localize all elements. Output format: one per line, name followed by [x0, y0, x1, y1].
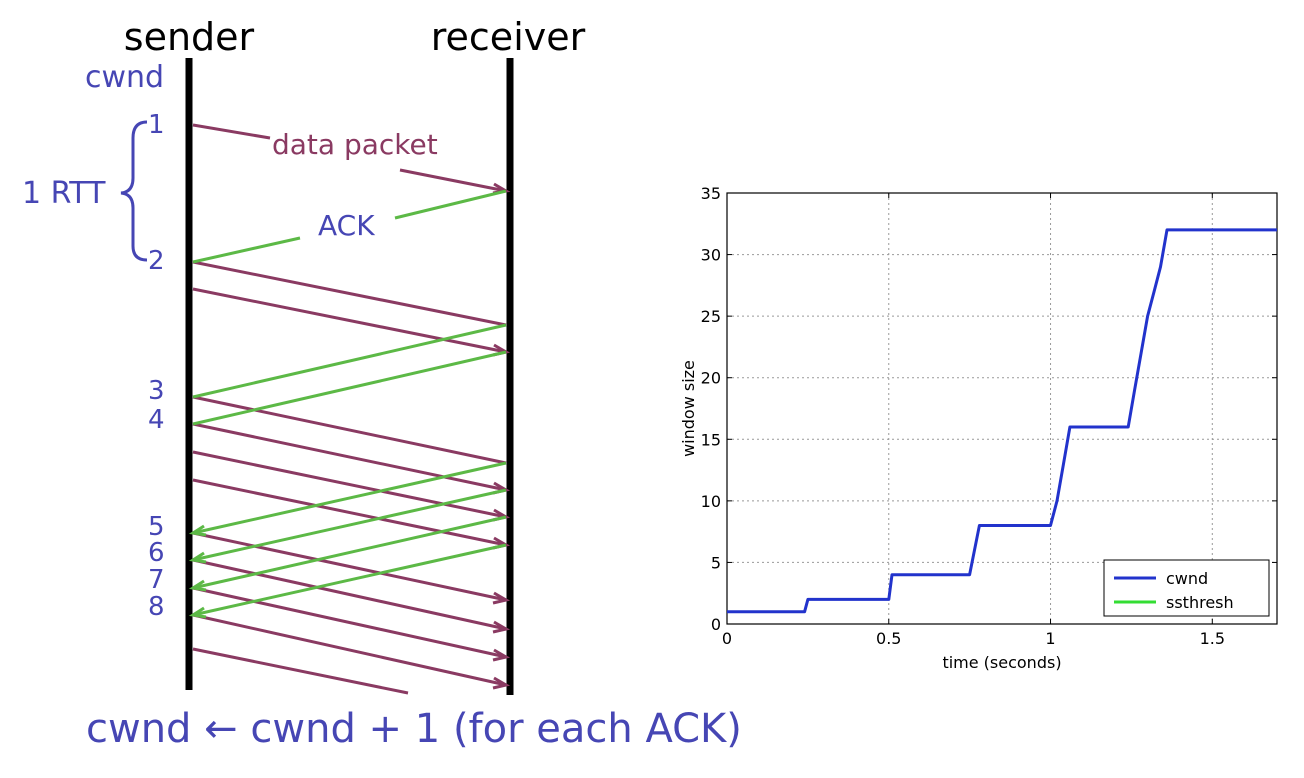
data-arrow — [192, 478, 507, 547]
receiver-label: receiver — [431, 15, 586, 59]
data-arrow — [192, 613, 507, 687]
data-arrow — [192, 531, 507, 602]
cwnd-number-8: 8 — [148, 592, 165, 622]
y-tick-label: 0 — [711, 615, 721, 634]
y-tick-label: 15 — [701, 430, 721, 449]
chart-legend: cwnd ssthresh — [1103, 559, 1270, 617]
cwnd-number-3: 3 — [148, 376, 165, 406]
y-tick-label: 10 — [701, 492, 721, 511]
arrow-head — [188, 606, 207, 619]
legend-label-cwnd: cwnd — [1166, 569, 1208, 588]
y-tick-label: 20 — [701, 369, 721, 388]
ack-arrow — [192, 488, 507, 562]
ack-arrow — [192, 350, 507, 426]
x-tick-label: 0.5 — [876, 629, 901, 648]
plot-frame — [726, 192, 1278, 625]
data-arrow — [192, 395, 507, 465]
data-arrow — [192, 260, 507, 327]
arrow-head — [492, 676, 511, 690]
cwnd-number-2: 2 — [148, 246, 165, 276]
ack-arrow — [394, 189, 507, 220]
cwnd-number-6: 6 — [148, 538, 165, 568]
data-arrow — [192, 647, 409, 695]
cwnd-number-4: 4 — [148, 405, 165, 435]
data-arrow — [192, 586, 507, 659]
rtt-brace — [120, 120, 148, 262]
y-tick-label: 35 — [701, 184, 721, 203]
data-packet-label: data packet — [272, 128, 438, 161]
arrow-head — [188, 579, 207, 592]
x-tick-label: 1.5 — [1200, 629, 1225, 648]
ack-arrow — [192, 323, 507, 399]
arrow-head — [492, 591, 511, 605]
rtt-label: 1 RTT — [22, 176, 106, 211]
data-arrow — [192, 287, 507, 354]
chart-series — [727, 228, 1277, 614]
cwnd-update-formula: cwnd ← cwnd + 1 (for each ACK) — [86, 706, 742, 752]
ack-arrow — [192, 461, 507, 535]
ack-label: ACK — [318, 209, 375, 242]
timing-diagram: sender receiver cwnd 1 RTT 1 2 3 4 5 6 7… — [22, 15, 742, 752]
chart-grid — [727, 193, 1277, 624]
y-axis-label: window size — [679, 360, 698, 457]
ack-arrow — [192, 515, 507, 590]
ack-arrow — [192, 236, 301, 264]
cwnd-number-7: 7 — [148, 565, 165, 595]
cwnd-number-1: 1 — [148, 110, 165, 140]
arrow-head — [188, 551, 207, 564]
y-tick-label: 25 — [701, 307, 721, 326]
chart-ticks: 0 0.5 1 1.5 0 5 10 15 20 25 30 35 — [701, 184, 1277, 648]
legend-box — [1103, 559, 1270, 617]
x-tick-label: 0 — [722, 629, 732, 648]
ack-arrow — [192, 543, 507, 617]
cwnd-label: cwnd — [85, 60, 164, 95]
x-axis-label: time (seconds) — [942, 653, 1061, 672]
x-tick-label: 1 — [1045, 629, 1055, 648]
data-arrow — [192, 450, 507, 519]
arrow-head — [492, 620, 511, 634]
series-line-cwnd — [727, 228, 1277, 614]
data-arrow — [399, 168, 507, 193]
cwnd-chart: 0 0.5 1 1.5 0 5 10 15 20 25 30 35 time (seconds) wi… — [679, 184, 1278, 672]
arrow-head — [492, 648, 511, 662]
data-arrow — [192, 422, 507, 492]
data-arrow — [192, 123, 271, 140]
y-tick-label: 30 — [701, 246, 721, 265]
legend-label-ssthresh: ssthresh — [1166, 593, 1234, 612]
ack-arrows — [188, 189, 507, 619]
sender-label: sender — [124, 15, 255, 59]
data-arrow — [192, 558, 507, 631]
arrow-head — [188, 524, 207, 537]
y-tick-label: 5 — [711, 553, 721, 572]
cwnd-number-5: 5 — [148, 512, 165, 542]
